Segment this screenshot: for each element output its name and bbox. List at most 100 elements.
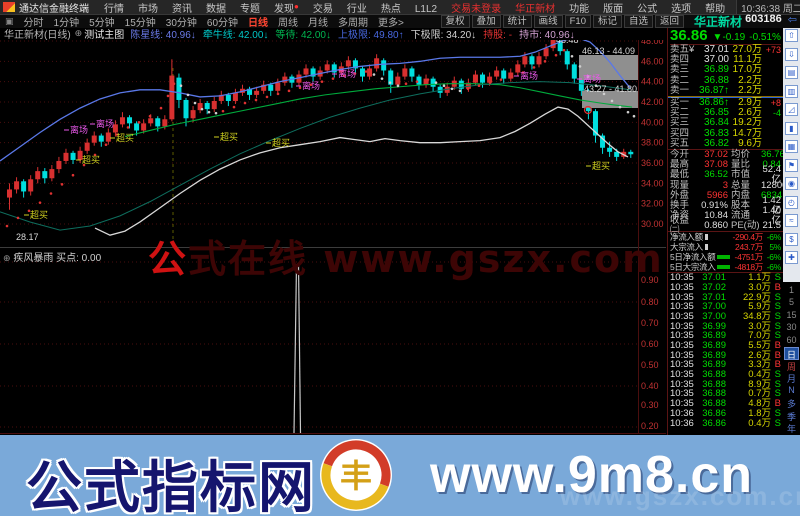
flag-icon[interactable]: ⚑ bbox=[785, 158, 798, 172]
ask-row[interactable]: 卖五¥ 37.01 27.0万 +73 bbox=[670, 44, 781, 56]
main-axis-tick: 46.00 bbox=[641, 56, 664, 66]
period-tab-分时[interactable]: 分时 bbox=[23, 18, 44, 29]
period-tab-日线[interactable]: 日线 bbox=[248, 18, 269, 29]
toolbar-button-标记[interactable]: 标记 bbox=[593, 15, 623, 28]
menu-item-发现[interactable]: 发现● bbox=[274, 1, 299, 15]
book-level-label: 卖五¥ bbox=[670, 44, 695, 56]
period-tab-月线[interactable]: 月线 bbox=[308, 18, 329, 29]
menu-item-热点[interactable]: 热点 bbox=[380, 3, 401, 15]
tick-price: 37.02 bbox=[702, 281, 726, 293]
toolbar-button-复权[interactable]: 复权 bbox=[440, 15, 470, 28]
period-tab-60分钟[interactable]: 60分钟 bbox=[206, 18, 239, 29]
menu-item-版面[interactable]: 版面 bbox=[603, 3, 624, 15]
toolbar-button-返回[interactable]: 返回 bbox=[655, 15, 685, 28]
bar-chart-icon[interactable]: ▥ bbox=[785, 84, 798, 98]
candle-body bbox=[388, 70, 394, 85]
candle-chart-icon[interactable]: ▮ bbox=[785, 121, 798, 135]
menu-item-L1L2[interactable]: L1L2 bbox=[414, 3, 438, 15]
ask-row[interactable]: 卖一 36.87↑ 2.2万 bbox=[670, 84, 781, 96]
bid-row[interactable]: 买四 36.83 14.7万 bbox=[670, 127, 781, 139]
menu-item-行情[interactable]: 行情 bbox=[104, 3, 124, 15]
tick-list[interactable]: 10:35 37.01 1.1万 S 10:35 37.02 3.0万 B 10:35 37.01… bbox=[670, 273, 781, 428]
period-tab-1分钟[interactable]: 1分钟 bbox=[53, 18, 80, 29]
menu-bar: 通达信金融终端 行情 市场 资讯 数据 专题 发现● 交易 行业 热点 L1L2 交易未登录 华正… bbox=[0, 0, 800, 16]
quick-period-多[interactable]: 多 bbox=[786, 399, 796, 410]
sub-indicator-name[interactable]: 疾风暴雨 bbox=[13, 253, 54, 264]
quick-period-15[interactable]: 15 bbox=[786, 309, 797, 320]
slow-teal-line bbox=[0, 81, 631, 231]
ask-row[interactable]: 卖四 37.00 11.1万 bbox=[670, 55, 781, 65]
menu-item-数据[interactable]: 数据 bbox=[206, 3, 226, 15]
line-chart-icon[interactable]: ◿ bbox=[785, 103, 798, 116]
period-tab-更多>[interactable]: 更多> bbox=[378, 18, 404, 29]
ma-dot bbox=[353, 72, 357, 75]
login-status[interactable]: 交易未登录 bbox=[451, 3, 502, 15]
down-arrow-icon[interactable]: ⇩ bbox=[785, 47, 798, 61]
quick-period-年[interactable]: 年 bbox=[786, 424, 796, 435]
ask-row[interactable]: 卖三 36.89 17.0万 bbox=[670, 65, 781, 75]
current-stock-menu[interactable]: 华正新材 bbox=[515, 3, 556, 15]
quick-period-月[interactable]: 月 bbox=[786, 374, 796, 385]
menu-item-帮助[interactable]: 帮助 bbox=[705, 3, 726, 15]
period-tab-周线[interactable]: 周线 bbox=[278, 18, 299, 29]
grid-icon[interactable]: ▦ bbox=[785, 140, 798, 153]
menu-item-专题[interactable]: 专题 bbox=[240, 3, 260, 15]
ask-row[interactable]: 卖二 36.88 2.2万 bbox=[670, 75, 781, 86]
tick-price: 36.88 bbox=[702, 369, 726, 381]
bid-row[interactable]: 买五 36.82 9.6万 bbox=[670, 138, 781, 149]
toolbar-button-叠加[interactable]: 叠加 bbox=[471, 15, 501, 28]
stat-label: 均价 bbox=[731, 148, 751, 160]
clock-icon[interactable]: ◴ bbox=[785, 195, 798, 209]
tick-side: S bbox=[774, 388, 781, 400]
toolbar-button-自选[interactable]: 自选 bbox=[624, 15, 654, 28]
bid-row[interactable]: 买一 36.86↑ 2.9万 +8 bbox=[670, 98, 781, 109]
quick-period-N[interactable]: N bbox=[788, 384, 795, 395]
toolbar-button-F10[interactable]: F10 bbox=[564, 15, 591, 28]
main-chart-canvas[interactable]: 48.00 46.00 44.00 42.00 40.00 38.00 36.00 34.00… bbox=[0, 40, 666, 435]
indicator-toggle-icon[interactable]: ⊕ bbox=[74, 28, 83, 38]
crosshair-icon[interactable]: ✚ bbox=[785, 251, 798, 264]
sub-indicator-toggle-icon[interactable]: ⊕ bbox=[3, 253, 11, 263]
period-tab-15分钟[interactable]: 15分钟 bbox=[124, 18, 156, 29]
book-level-label: 卖一 bbox=[670, 84, 690, 96]
back-arrow-icon[interactable]: ⇦ bbox=[787, 14, 797, 26]
camera-icon[interactable]: ◉ bbox=[785, 177, 798, 190]
period-tab-30分钟[interactable]: 30分钟 bbox=[165, 18, 197, 29]
quick-period-1[interactable]: 1 bbox=[788, 285, 794, 295]
flow-bar-icon bbox=[717, 265, 731, 270]
menu-item-选项[interactable]: 选项 bbox=[671, 3, 692, 15]
tick-row: 10:36 36.86 1.8万 S bbox=[670, 408, 781, 419]
banner-url: www.9m8.cn bbox=[430, 446, 754, 504]
quick-period-季[interactable]: 季 bbox=[786, 411, 796, 422]
toolbar-button-统计[interactable]: 统计 bbox=[502, 15, 532, 28]
period-tab-多周期[interactable]: 多周期 bbox=[338, 18, 369, 29]
flow-bar-icon bbox=[704, 234, 708, 241]
money-icon[interactable]: $ bbox=[785, 232, 798, 246]
quick-period-5[interactable]: 5 bbox=[788, 297, 794, 308]
period-tab-5分钟[interactable]: 5分钟 bbox=[89, 18, 115, 29]
tick-time: 10:35 bbox=[670, 272, 694, 284]
menu-item-公式[interactable]: 公式 bbox=[637, 3, 658, 15]
quick-period-60[interactable]: 60 bbox=[786, 334, 797, 345]
quick-period-日[interactable]: 日 bbox=[784, 347, 799, 360]
book-price: 36.83 bbox=[703, 127, 729, 139]
quick-period-30[interactable]: 30 bbox=[786, 322, 797, 333]
tick-row: 10:36 36.86 0.4万 S bbox=[670, 418, 781, 429]
quick-period-周[interactable]: 周 bbox=[786, 361, 796, 372]
clipboard-icon[interactable]: ▤ bbox=[785, 66, 798, 79]
menu-item-资讯[interactable]: 资讯 bbox=[172, 3, 192, 15]
menu-item-功能[interactable]: 功能 bbox=[569, 3, 590, 15]
up-arrow-icon[interactable]: ⇧ bbox=[785, 29, 798, 42]
candle-body bbox=[197, 103, 203, 111]
menu-item-交易[interactable]: 交易 bbox=[312, 3, 333, 15]
layout-grid-icon[interactable]: ▣ bbox=[5, 16, 14, 26]
menu-item-市场[interactable]: 市场 bbox=[138, 3, 158, 15]
bid-row[interactable]: 买二 36.85 2.6万 -4 bbox=[670, 108, 781, 119]
wave-icon[interactable]: ≈ bbox=[785, 214, 798, 227]
overlay-indicator-name[interactable]: 测试主图 bbox=[84, 30, 125, 41]
flow-pct: -6% bbox=[766, 252, 782, 263]
bid-row[interactable]: 买三 36.84 19.2万 bbox=[670, 118, 781, 128]
ma-dot bbox=[364, 70, 368, 73]
toolbar-button-画线[interactable]: 画线 bbox=[533, 15, 563, 28]
menu-item-行业[interactable]: 行业 bbox=[346, 3, 367, 15]
